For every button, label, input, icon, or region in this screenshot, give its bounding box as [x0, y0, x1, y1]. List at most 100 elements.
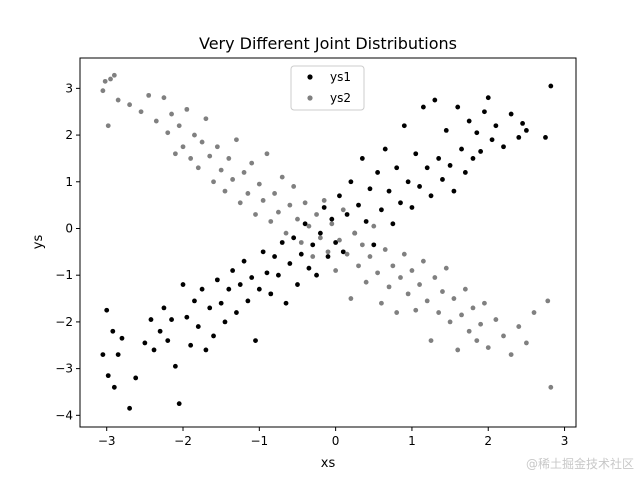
- x-tick-label: 0: [332, 434, 340, 448]
- data-point-ys2: [234, 137, 239, 143]
- data-point-ys2: [184, 106, 190, 112]
- data-point-ys1: [245, 298, 251, 304]
- data-point-ys1: [110, 328, 116, 334]
- data-point-ys2: [508, 352, 514, 357]
- data-point-ys2: [329, 221, 335, 227]
- data-point-ys1: [329, 216, 335, 222]
- data-point-ys1: [218, 300, 224, 306]
- data-point-ys1: [520, 120, 525, 126]
- x-tick-label: 1: [408, 434, 416, 448]
- data-point-ys2: [310, 254, 316, 259]
- data-point-ys1: [306, 265, 312, 271]
- data-point-ys1: [390, 221, 396, 227]
- data-point-ys1: [524, 127, 529, 133]
- data-point-ys1: [317, 230, 323, 236]
- data-point-ys2: [405, 291, 411, 297]
- data-point-ys2: [390, 263, 396, 269]
- data-point-ys2: [447, 319, 453, 325]
- x-axis-label: xs: [321, 456, 336, 471]
- data-point-ys2: [188, 156, 194, 161]
- data-point-ys1: [272, 254, 277, 259]
- data-point-ys2: [256, 181, 262, 187]
- data-point-ys1: [234, 310, 239, 315]
- data-point-ys2: [226, 156, 232, 161]
- data-point-ys2: [401, 251, 407, 257]
- data-point-ys1: [169, 317, 174, 322]
- data-point-ys1: [459, 146, 464, 152]
- data-point-ys2: [382, 247, 388, 252]
- data-point-ys1: [203, 347, 209, 353]
- data-point-ys2: [245, 191, 251, 196]
- data-point-ys2: [302, 200, 308, 206]
- data-point-ys2: [153, 118, 159, 124]
- data-point-ys2: [165, 130, 171, 136]
- y-tick-label: 2: [65, 128, 73, 142]
- data-point-ys1: [133, 375, 139, 381]
- data-point-ys1: [501, 144, 506, 150]
- data-point-ys1: [161, 305, 167, 311]
- data-point-ys2: [485, 345, 491, 350]
- data-point-ys1: [321, 205, 327, 210]
- data-point-ys1: [256, 286, 262, 292]
- data-point-ys1: [405, 179, 411, 185]
- series-ys1: [100, 83, 554, 411]
- data-point-ys2: [548, 384, 554, 390]
- data-point-ys2: [417, 282, 422, 287]
- data-point-ys2: [432, 275, 438, 280]
- data-point-ys2: [451, 296, 457, 301]
- x-tick-label: 3: [561, 434, 569, 448]
- data-point-ys1: [279, 240, 285, 245]
- data-point-ys1: [367, 186, 373, 192]
- x-tick-label: −1: [250, 434, 268, 448]
- data-point-ys2: [314, 212, 319, 217]
- data-point-ys2: [470, 305, 476, 311]
- data-point-ys1: [211, 333, 216, 339]
- data-point-ys1: [424, 165, 430, 171]
- data-point-ys2: [516, 324, 522, 329]
- data-point-ys1: [474, 130, 480, 136]
- data-point-ys1: [157, 328, 163, 334]
- legend-marker-ys1: [307, 74, 313, 80]
- data-point-ys2: [306, 223, 312, 229]
- data-point-ys2: [253, 212, 258, 217]
- data-point-ys1: [276, 272, 281, 278]
- data-point-ys2: [108, 76, 113, 82]
- legend-marker-ys2: [307, 95, 313, 101]
- axis-ticks: −3 −2 −1 0 1 2 3 −4 −3 −2 −1 0 1 2 3: [55, 81, 568, 448]
- data-point-ys2: [394, 310, 400, 315]
- data-point-ys1: [447, 163, 453, 168]
- data-point-ys2: [524, 340, 529, 346]
- data-point-ys1: [394, 165, 400, 171]
- data-point-ys1: [310, 242, 316, 248]
- data-point-ys1: [100, 352, 106, 357]
- data-point-ys1: [379, 207, 384, 213]
- data-point-ys1: [165, 338, 171, 343]
- data-point-ys2: [176, 123, 182, 129]
- data-point-ys2: [363, 279, 369, 285]
- data-point-ys1: [295, 282, 300, 287]
- data-point-ys2: [127, 102, 132, 108]
- data-point-ys1: [462, 170, 468, 175]
- data-point-ys2: [379, 300, 384, 306]
- data-point-ys2: [102, 78, 108, 84]
- data-point-ys1: [375, 170, 380, 175]
- y-tick-label: −2: [55, 315, 73, 329]
- data-point-ys2: [295, 216, 300, 222]
- data-point-ys2: [105, 123, 111, 129]
- data-point-ys1: [207, 305, 213, 311]
- data-point-ys2: [352, 230, 358, 236]
- x-tick-label: 2: [484, 434, 492, 448]
- data-point-ys2: [268, 219, 274, 224]
- data-point-ys2: [172, 151, 178, 157]
- data-point-ys2: [428, 338, 434, 343]
- watermark: @稀土掘金技术社区: [525, 457, 634, 471]
- points-layer: [100, 72, 554, 411]
- y-tick-label: 1: [65, 175, 73, 189]
- chart-title: Very Different Joint Distributions: [199, 34, 457, 53]
- data-point-ys1: [302, 221, 308, 227]
- data-point-ys2: [436, 310, 442, 315]
- data-point-ys2: [100, 88, 106, 94]
- data-point-ys1: [333, 240, 339, 245]
- data-point-ys1: [172, 363, 178, 369]
- data-point-ys2: [462, 286, 468, 292]
